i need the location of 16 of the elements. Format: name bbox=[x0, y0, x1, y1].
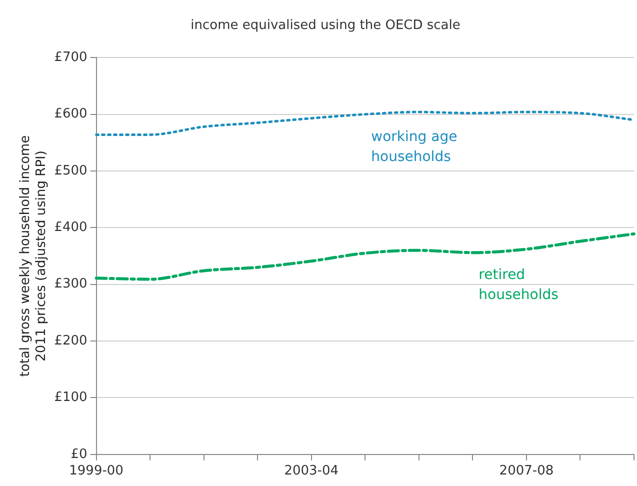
y-tick-label: £0 bbox=[70, 446, 88, 462]
x-tick-label: 2003-04 bbox=[284, 464, 339, 479]
series-label: working age households bbox=[371, 128, 458, 165]
y-tick-label: £400 bbox=[54, 220, 88, 236]
y-tick-label: £200 bbox=[54, 333, 88, 348]
line-series bbox=[94, 232, 636, 281]
y-tick-label: £300 bbox=[54, 276, 88, 292]
x-tick-label: 1999-00 bbox=[69, 464, 124, 479]
y-tick-label: £100 bbox=[54, 390, 88, 406]
y-tick-label: £700 bbox=[54, 50, 88, 65]
y-tick-label: £600 bbox=[54, 106, 88, 122]
x-tick-label: 2007-08 bbox=[499, 464, 554, 479]
chart-title: income equivalised using the OECD scale bbox=[190, 18, 460, 34]
y-tick-label: £500 bbox=[54, 163, 88, 178]
y-axis-title: total gross weekly household income 2011 prices (adjusted using RPI) bbox=[18, 135, 49, 377]
series-label: retired households bbox=[478, 267, 558, 304]
